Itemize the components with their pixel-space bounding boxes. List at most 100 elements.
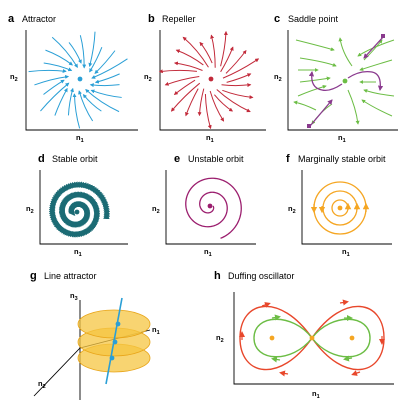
x-axis-label-f: n1 [342, 247, 350, 258]
repeller-flow-arrow [173, 61, 203, 71]
attractor-flow-arrow [91, 58, 128, 79]
repeller-flow-arrow [204, 93, 212, 130]
duffing-right-center [349, 335, 355, 341]
attractor-flow-arrow [78, 90, 94, 122]
attractor-flow-arrow [79, 35, 87, 69]
panel-title-e: Unstable orbit [188, 154, 244, 164]
line-attractor-disk-top [77, 309, 151, 339]
panel-letter-f: f [286, 153, 290, 165]
repeller-flow-field [158, 30, 260, 130]
repeller-flow-arrow [170, 82, 201, 112]
line-attractor-points [109, 321, 121, 361]
saddle-manifold [308, 35, 385, 127]
y-axis-g [33, 347, 81, 397]
panel-letter-c: c [274, 13, 280, 25]
attractor-flow-arrow [43, 62, 73, 72]
repeller-flow-arrow [158, 69, 198, 74]
repeller-flow-arrow [222, 89, 254, 100]
panel-title-d: Stable orbit [52, 154, 98, 164]
repeller-flow-arrow [220, 46, 234, 73]
repeller-flow-arrow [175, 49, 204, 66]
repeller-flow-arrow [209, 90, 225, 122]
y-axis-label-h: n2 [216, 333, 224, 344]
repeller-flow-arrow [199, 41, 213, 64]
axes-a [25, 30, 138, 131]
panel-marginally-stable-orbit: f Marginally stable orbit n2 n1 [286, 153, 392, 258]
z-axis-label-g: n3 [70, 291, 78, 302]
repeller-fixed-point [208, 76, 214, 82]
repeller-flow-arrow [185, 88, 199, 117]
duffing-flow-arrows [239, 299, 385, 377]
axes-e [165, 170, 256, 245]
unstable-orbit-center [207, 203, 213, 209]
panel-unstable-orbit: e Unstable orbit n2 n1 [152, 153, 256, 258]
attractor-flow-arrow [94, 73, 120, 84]
duffing-left-center [269, 335, 275, 341]
attractor-flow-arrow [94, 50, 116, 74]
x-axis-label-a: n1 [76, 133, 84, 144]
attractor-flow-arrow [72, 93, 81, 129]
marginal-orbit-center [337, 205, 343, 211]
repeller-flow-arrow [173, 79, 196, 96]
attractor-flow-arrow [67, 87, 74, 116]
attractor-flow-arrow [40, 82, 70, 112]
panel-letter-d: d [38, 153, 45, 165]
attractor-flow-arrow [54, 87, 68, 116]
attractor-flow-arrow [85, 88, 120, 113]
repeller-flow-arrow [197, 88, 205, 117]
repeller-flow-arrow [164, 75, 200, 86]
panel-letter-b: b [148, 13, 155, 25]
y-axis-label-b: n2 [144, 72, 152, 83]
panel-attractor: a Attractor n2 n1 [8, 13, 138, 144]
attractor-flow-arrow [90, 89, 122, 98]
panel-letter-h: h [214, 270, 221, 282]
saddle-fixed-point [342, 78, 348, 84]
repeller-flow-arrow [221, 83, 252, 88]
attractor-fixed-point [77, 76, 83, 82]
marginal-orbit-rings [310, 181, 370, 235]
x-axis-label-d: n1 [74, 247, 82, 258]
y-axis-label-g: n2 [38, 379, 46, 390]
repeller-flow-arrow [182, 36, 209, 68]
y-axis-label-e: n2 [152, 204, 160, 215]
attractor-flow-arrow [43, 79, 65, 95]
attractor-flow-arrow [51, 36, 78, 68]
y-axis-label-c: n2 [274, 72, 282, 83]
attractor-flow-arrow [68, 42, 82, 64]
panel-title-b: Repeller [162, 14, 196, 24]
repeller-flow-arrow [226, 73, 252, 83]
attractor-flow-arrow [28, 68, 67, 73]
attractor-flow-arrow [82, 94, 102, 112]
axes-b [159, 30, 266, 131]
x-axis-label-c: n1 [338, 133, 346, 144]
panel-title-c: Saddle point [288, 14, 339, 24]
y-axis-label-d: n2 [26, 204, 34, 215]
line-attractor-point-bottom [109, 355, 115, 361]
duffing-fixed-points [269, 335, 355, 341]
x-axis-label-e: n1 [204, 247, 212, 258]
panel-title-h: Duffing oscillator [228, 271, 294, 281]
panel-duffing-oscillator: h Duffing oscillator n2 n1 [214, 270, 394, 400]
x-axis-label-g: n1 [152, 325, 160, 336]
duffing-saddle [309, 335, 315, 341]
y-axis-label-f: n2 [288, 204, 296, 215]
repeller-flow-arrow [216, 89, 251, 113]
axes-c [287, 30, 398, 131]
stable-orbit-spiral [48, 181, 111, 238]
line-attractor-point-middle [112, 339, 118, 345]
axes-h [233, 292, 394, 385]
attractor-flow-arrow [45, 49, 73, 66]
saddle-manifold-end-bottom [307, 124, 311, 128]
attractor-flow-arrow [34, 74, 70, 86]
repeller-flow-arrow [225, 49, 247, 74]
panel-title-a: Attractor [22, 14, 56, 24]
panel-letter-a: a [8, 13, 15, 25]
attractor-flow-field [28, 31, 128, 129]
unstable-orbit-spiral [185, 177, 242, 239]
panel-stable-orbit: d Stable orbit n2 n1 [26, 153, 128, 258]
attractor-flow-arrow [89, 83, 120, 88]
repeller-flow-arrow [210, 34, 216, 68]
line-attractor-point-top [115, 321, 121, 327]
panel-line-attractor: g Line attractor n3 n1 n2 [30, 270, 160, 400]
